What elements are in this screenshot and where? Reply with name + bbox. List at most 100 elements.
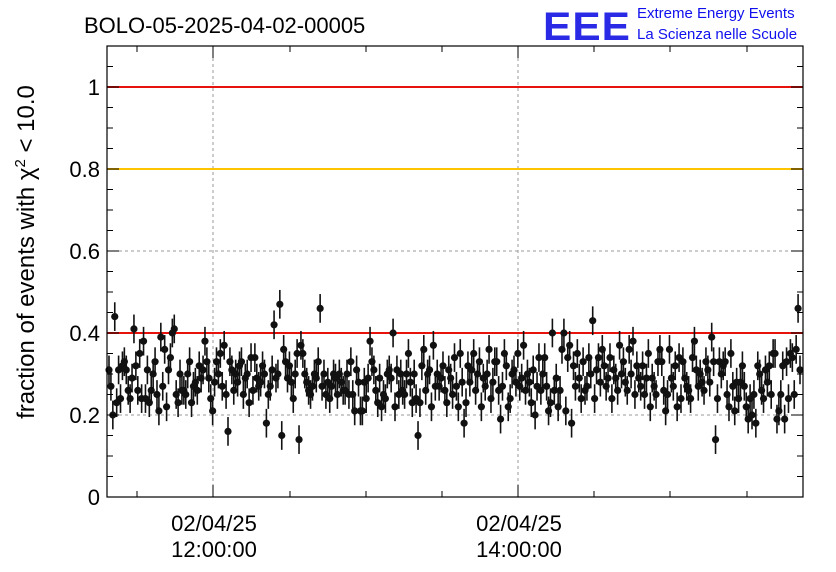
data-point: [447, 374, 455, 382]
data-point: [644, 349, 652, 358]
data-point: [130, 325, 138, 333]
data-point: [658, 358, 666, 366]
data-point: [249, 386, 257, 394]
data-point: [794, 304, 802, 312]
data-point: [136, 349, 144, 358]
data-point: [498, 382, 507, 390]
data-point: [170, 325, 178, 333]
data-point: [224, 427, 232, 435]
data-point: [139, 337, 148, 345]
data-point: [381, 395, 389, 403]
data-point: [548, 329, 556, 337]
data-point: [429, 341, 437, 349]
data-point: [567, 419, 576, 427]
data-point: [646, 403, 654, 411]
data-point: [116, 395, 125, 403]
data-point: [143, 366, 151, 374]
data-point: [387, 374, 395, 382]
data-point: [752, 419, 760, 427]
data-point: [199, 366, 207, 374]
data-point: [669, 382, 677, 390]
data-point: [162, 403, 171, 411]
data-point: [711, 436, 720, 444]
data-point: [639, 362, 647, 370]
data-point: [406, 378, 414, 386]
data-point: [391, 403, 399, 411]
data-point: [358, 407, 366, 415]
data-point: [443, 399, 451, 407]
data-point: [596, 378, 604, 386]
y-axis-label-suffix: < 10.0: [13, 85, 40, 159]
data-point: [788, 354, 796, 362]
data-point: [439, 362, 447, 370]
data-point: [450, 354, 459, 362]
data-point: [376, 374, 384, 382]
data-point: [237, 358, 246, 366]
data-point: [107, 382, 115, 390]
data-point: [404, 349, 413, 358]
data-point: [230, 386, 238, 394]
data-point: [483, 370, 491, 378]
data-point: [422, 386, 430, 394]
data-point: [410, 370, 418, 378]
data-point: [784, 395, 793, 403]
data-point: [157, 333, 165, 341]
y-tick-label: 1: [88, 75, 100, 100]
y-tick-label: 0.8: [69, 157, 100, 182]
data-point: [454, 403, 462, 411]
data-point: [623, 386, 631, 394]
data-point: [462, 399, 470, 407]
data-point: [679, 358, 687, 366]
data-point: [690, 337, 699, 345]
data-point: [161, 345, 169, 353]
data-point: [677, 395, 685, 403]
data-point: [452, 382, 461, 390]
data-point: [425, 366, 434, 374]
data-point: [541, 354, 549, 362]
data-point: [370, 366, 378, 374]
data-point: [153, 390, 161, 399]
y-axis-label: fraction of events with χ2 < 10.0: [12, 85, 40, 419]
data-point: [312, 374, 320, 382]
data-point: [418, 362, 426, 370]
data-point: [537, 386, 545, 394]
data-point: [420, 345, 428, 353]
data-point: [721, 358, 729, 366]
eee-logo: EEE Extreme Energy Events La Scienza nel…: [543, 5, 797, 49]
data-point: [289, 395, 297, 403]
data-point: [710, 358, 718, 366]
x-tick-date: 02/04/25: [476, 511, 562, 536]
data-point: [239, 390, 247, 399]
data-point: [518, 374, 526, 382]
data-point: [222, 390, 230, 399]
data-point: [738, 362, 747, 370]
data-point: [625, 345, 633, 353]
data-point: [520, 341, 528, 349]
data-point: [477, 403, 485, 411]
data-point: [671, 362, 679, 370]
data-point: [583, 382, 591, 390]
data-point: [750, 390, 758, 399]
data-point: [316, 304, 324, 312]
data-point: [556, 386, 564, 394]
y-axis-label-sup: 2: [12, 159, 29, 167]
data-point: [594, 354, 603, 362]
data-point: [243, 370, 251, 378]
data-point: [521, 386, 530, 394]
data-point: [186, 358, 194, 366]
data-point: [343, 370, 351, 378]
data-point: [159, 382, 167, 390]
data-point: [472, 386, 480, 394]
data-point: [460, 419, 468, 427]
data-point: [320, 370, 328, 378]
data-point: [767, 390, 775, 399]
data-point: [218, 382, 226, 390]
chart-title: BOLO-05-2025-04-02-00005: [84, 13, 365, 38]
data-point: [470, 349, 478, 358]
data-point: [759, 395, 768, 403]
data-point: [402, 370, 411, 378]
y-tick-label: 0: [88, 485, 100, 510]
reference-lines: [107, 86, 803, 334]
data-point: [234, 378, 242, 386]
data-point: [458, 378, 466, 386]
